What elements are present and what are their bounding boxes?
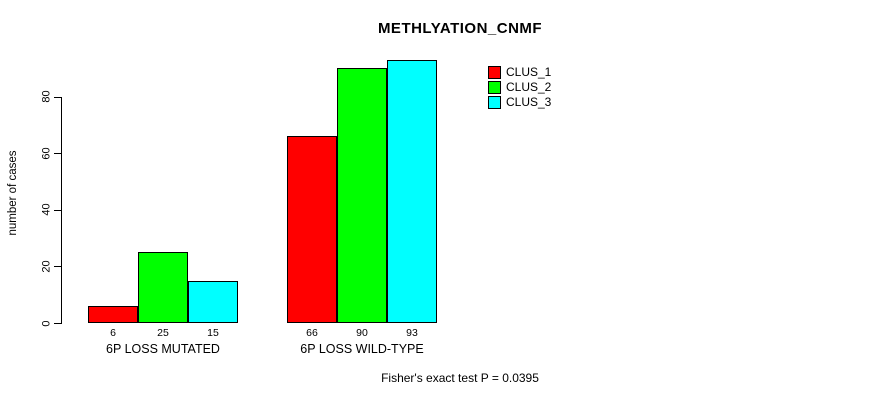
y-axis-tick (54, 323, 61, 324)
bar-value-label: 25 (157, 327, 169, 339)
bar-clus_1-group1 (88, 306, 138, 323)
y-tick-label: 0 (40, 319, 53, 327)
bar-clus_2-group2 (337, 68, 387, 323)
x-group-label: 6P LOSS MUTATED (106, 342, 220, 356)
legend-swatch-clus-2 (488, 81, 501, 94)
legend-item-clus-2: CLUS_2 (488, 81, 551, 94)
legend-label-clus-2: CLUS_2 (506, 80, 552, 94)
legend-swatch-clus-1 (488, 66, 501, 79)
y-tick-label: 60 (40, 147, 53, 160)
legend-label-clus-1: CLUS_1 (506, 65, 552, 79)
y-axis-label: number of cases (7, 150, 19, 236)
y-tick-label: 20 (40, 260, 53, 273)
legend: CLUS_1 CLUS_2 CLUS_3 (488, 66, 551, 111)
chart-title: METHLYATION_CNMF (377, 20, 543, 37)
bar-value-label: 66 (306, 327, 318, 339)
legend-swatch-clus-3 (488, 96, 501, 109)
bar-value-label: 6 (110, 327, 116, 339)
fisher-test-annotation: Fisher's exact test P = 0.0395 (381, 371, 539, 385)
bar-value-label: 90 (356, 327, 368, 339)
y-tick-label: 80 (40, 90, 53, 103)
bar-value-label: 15 (207, 327, 219, 339)
y-tick-label: 40 (40, 203, 53, 216)
bar-clus_3-group1 (188, 280, 238, 324)
bar-clus_3-group2 (387, 59, 437, 323)
bar-value-label: 93 (406, 327, 418, 339)
y-axis-line (61, 96, 62, 324)
bar-clus_2-group1 (138, 252, 188, 324)
y-axis-tick (54, 209, 61, 211)
y-axis-tick (54, 266, 61, 268)
legend-label-clus-3: CLUS_3 (506, 95, 552, 109)
y-axis-tick (54, 96, 61, 98)
bar-clus_1-group2 (287, 136, 337, 323)
legend-item-clus-3: CLUS_3 (488, 96, 551, 109)
y-axis-tick (54, 153, 61, 155)
legend-item-clus-1: CLUS_1 (488, 66, 551, 79)
x-group-label: 6P LOSS WILD-TYPE (300, 342, 424, 356)
